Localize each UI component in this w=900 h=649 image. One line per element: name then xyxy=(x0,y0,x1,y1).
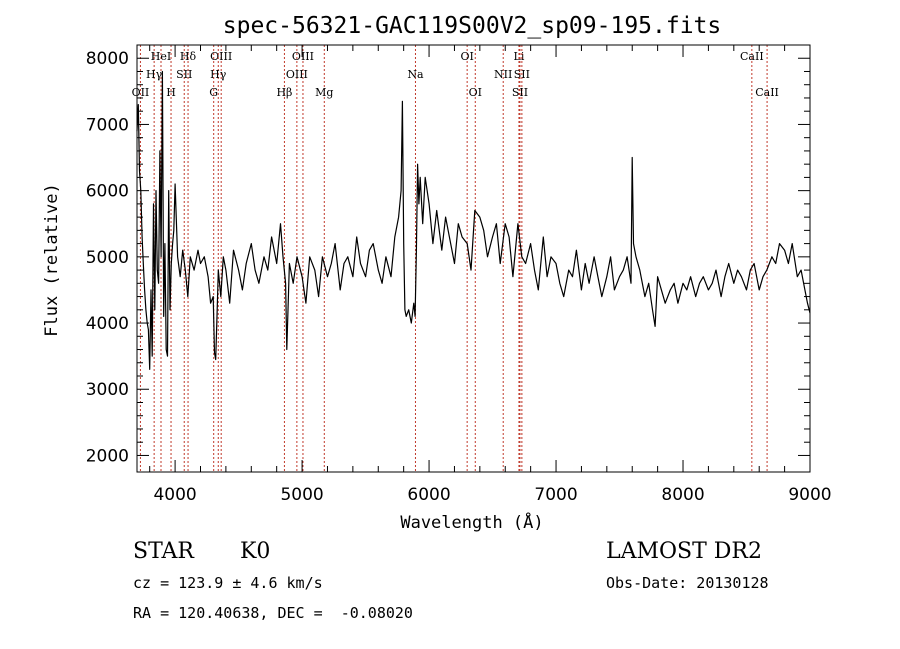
y-tick-label-0: 2000 xyxy=(86,446,129,466)
redshift-velocity: cz = 123.9 ± 4.6 km/s xyxy=(133,574,323,592)
line-label-lines_low-1: H xyxy=(166,86,176,99)
line-label-lines_mid-4: Na xyxy=(407,68,424,81)
line-label-lines_low-5: OI xyxy=(469,86,482,99)
line-label-lines_low-7: CaII xyxy=(755,86,779,99)
line-label-lines_mid-0: Hγ xyxy=(146,68,163,81)
line-label-lines_mid-1: SII xyxy=(176,68,192,81)
line-label-lines_mid-6: SII xyxy=(514,68,530,81)
y-tick-label-3: 5000 xyxy=(86,248,129,268)
line-label-lines_top-2: OIII xyxy=(210,50,232,63)
object-class: STAR xyxy=(133,539,194,564)
line-label-lines_low-4: Mg xyxy=(315,86,333,99)
observation-date: Obs-Date: 20130128 xyxy=(606,574,769,592)
x-tick-label-4: 8000 xyxy=(661,485,704,505)
plot-axes: 4000 5000 6000 7000 8000 9000 2000 3000 4000 5000… xyxy=(86,44,832,505)
y-tick-label-2: 4000 xyxy=(86,314,129,334)
spectrum-series xyxy=(136,70,811,370)
line-label-lines_low-2: G xyxy=(209,86,218,99)
chart-title: spec-56321-GAC119S00V2_sp09-195.fits xyxy=(223,13,722,39)
x-tick-label-0: 4000 xyxy=(153,485,196,505)
y-tick-label-4: 6000 xyxy=(86,182,129,202)
y-axis-label: Flux (relative) xyxy=(42,183,62,337)
line-label-lines_mid-3: OIII xyxy=(286,68,308,81)
line-label-lines_top-5: Li xyxy=(514,50,525,63)
x-axis-label: Wavelength (Å) xyxy=(400,511,543,533)
coordinates: RA = 120.40638, DEC = -0.08020 xyxy=(133,604,413,622)
y-tick-label-1: 3000 xyxy=(86,380,129,400)
spectrum-chart: spec-56321-GAC119S00V2_sp09-195.fits HeI… xyxy=(42,13,832,533)
survey-name: LAMOST DR2 xyxy=(606,539,762,564)
line-label-lines_top-6: CaII xyxy=(740,50,764,63)
line-label-lines_mid-2: Hγ xyxy=(210,68,227,81)
y-tick-label-6: 8000 xyxy=(86,49,129,69)
x-tick-label-1: 5000 xyxy=(280,485,323,505)
spectrum-line xyxy=(136,70,811,370)
y-tick-label-5: 7000 xyxy=(86,115,129,135)
x-tick-label-3: 7000 xyxy=(534,485,577,505)
line-label-lines_low-0: OII xyxy=(132,86,150,99)
line-label-lines_low-6: SII xyxy=(512,86,528,99)
x-tick-label-2: 6000 xyxy=(407,485,450,505)
plot-frame xyxy=(136,44,811,473)
line-label-lines_top-0: HeI xyxy=(151,50,171,63)
object-subclass: K0 xyxy=(240,539,271,564)
line-label-lines_top-4: OI xyxy=(460,50,473,63)
line-label-lines_top-1: Hδ xyxy=(180,50,197,63)
line-label-lines_mid-5: NII xyxy=(494,68,512,81)
line-label-lines_low-3: Hβ xyxy=(276,86,292,99)
x-tick-label-5: 9000 xyxy=(788,485,831,505)
line-label-lines_top-3: OIII xyxy=(292,50,314,63)
